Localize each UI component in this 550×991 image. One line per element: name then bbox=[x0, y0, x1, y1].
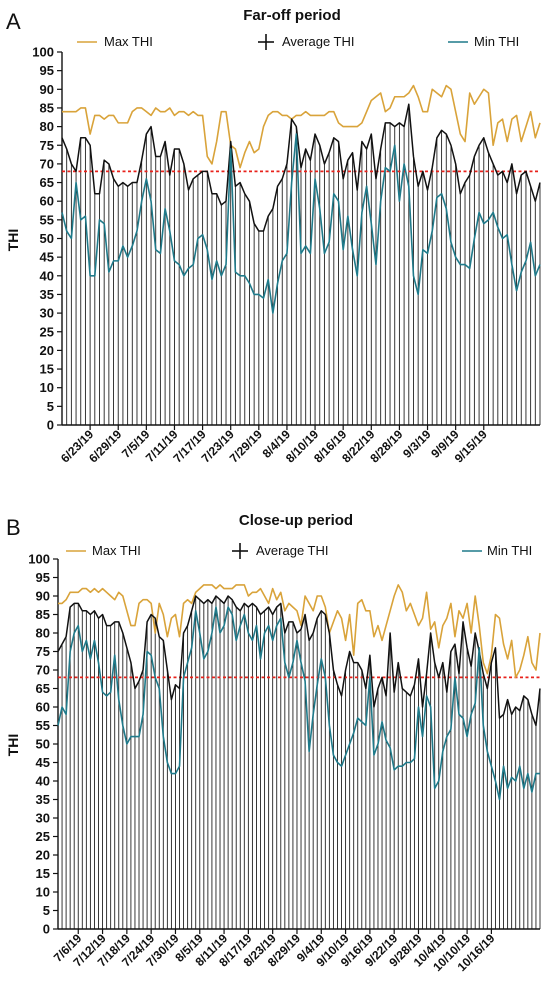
y-tick-label: 5 bbox=[43, 903, 50, 918]
y-tick-label: 100 bbox=[28, 552, 50, 567]
y-tick-label: 90 bbox=[36, 589, 50, 604]
y-tick-label: 75 bbox=[40, 138, 54, 153]
y-tick-label: 55 bbox=[36, 718, 50, 733]
panel-b-plot: 0 5 10 15 20 25 30 35 40 45 50 55 60 65 70 75 80 85 90 95 10… bbox=[28, 552, 541, 974]
y-tick-label: 60 bbox=[36, 700, 50, 715]
y-tick-label: 90 bbox=[40, 82, 54, 97]
y-tick-label: 75 bbox=[36, 644, 50, 659]
panel-a-title: Far-off period bbox=[243, 7, 341, 24]
y-tick-label: 5 bbox=[47, 399, 54, 414]
y-tick-label: 65 bbox=[40, 175, 54, 190]
y-tick-label: 95 bbox=[36, 570, 50, 585]
panel-b-letter: B bbox=[6, 515, 21, 540]
series-line-avg bbox=[61, 103, 541, 232]
y-tick-label: 95 bbox=[40, 63, 54, 78]
y-tick-label: 40 bbox=[40, 268, 54, 283]
y-tick-label: 45 bbox=[40, 250, 54, 265]
y-tick-label: 25 bbox=[36, 829, 50, 844]
y-tick-label: 0 bbox=[47, 418, 54, 433]
panel-b-day-bars bbox=[57, 596, 541, 929]
y-tick-label: 35 bbox=[40, 287, 54, 302]
y-tick-label: 45 bbox=[36, 755, 50, 770]
y-tick-label: 20 bbox=[40, 343, 54, 358]
panel-a: A Far-off period Max THI Average THI Min… bbox=[5, 7, 541, 465]
series-line-max bbox=[58, 584, 541, 679]
legend-label-avg-a: Average THI bbox=[282, 34, 355, 49]
x-tick-label: 6/29/19 bbox=[86, 427, 124, 465]
panel-b-title: Close-up period bbox=[239, 512, 353, 529]
y-tick-label: 80 bbox=[40, 119, 54, 134]
legend-label-max-a: Max THI bbox=[104, 34, 153, 49]
y-tick-label: 10 bbox=[40, 380, 54, 395]
y-tick-label: 25 bbox=[40, 324, 54, 339]
series-line-avg bbox=[57, 595, 541, 727]
y-tick-label: 15 bbox=[40, 362, 54, 377]
panel-a-letter: A bbox=[6, 9, 21, 34]
x-tick-label: 8/28/19 bbox=[367, 427, 405, 465]
y-tick-label: 30 bbox=[36, 811, 50, 826]
y-tick-label: 40 bbox=[36, 774, 50, 789]
y-tick-label: 35 bbox=[36, 792, 50, 807]
series-line-min bbox=[61, 133, 541, 314]
series-line-min bbox=[57, 606, 540, 801]
y-tick-label: 10 bbox=[36, 885, 50, 900]
y-tick-label: 50 bbox=[36, 737, 50, 752]
x-tick-label: 7/29/19 bbox=[227, 427, 265, 465]
panel-a-ylabel: THI bbox=[5, 229, 21, 252]
x-tick-label: 9/3/19 bbox=[400, 427, 434, 461]
y-tick-label: 20 bbox=[36, 848, 50, 863]
y-tick-label: 0 bbox=[43, 922, 50, 937]
y-tick-label: 80 bbox=[36, 626, 50, 641]
y-tick-label: 70 bbox=[40, 156, 54, 171]
x-tick-label: 9/15/19 bbox=[452, 427, 490, 465]
y-tick-label: 50 bbox=[40, 231, 54, 246]
series-line-max bbox=[62, 84, 541, 169]
legend-label-min-a: Min THI bbox=[474, 34, 519, 49]
y-tick-label: 15 bbox=[36, 866, 50, 881]
y-tick-label: 85 bbox=[40, 100, 54, 115]
legend-label-avg-b: Average THI bbox=[256, 543, 329, 558]
panel-b: B Close-up period Max THI Average THI Mi… bbox=[5, 512, 541, 974]
y-tick-label: 100 bbox=[32, 45, 54, 60]
y-tick-label: 85 bbox=[36, 607, 50, 622]
y-tick-label: 55 bbox=[40, 212, 54, 227]
y-tick-label: 30 bbox=[40, 306, 54, 321]
panel-a-plot: 0 5 10 15 20 25 30 35 40 45 50 55 60 65 70 75 80 85 90 95 10… bbox=[32, 45, 541, 465]
panel-b-legend: Max THI Average THI Min THI bbox=[66, 543, 532, 559]
y-tick-label: 65 bbox=[36, 681, 50, 696]
y-tick-label: 60 bbox=[40, 194, 54, 209]
panel-a-legend: Max THI Average THI Min THI bbox=[77, 34, 519, 50]
y-tick-label: 70 bbox=[36, 663, 50, 678]
legend-label-max-b: Max THI bbox=[92, 543, 141, 558]
legend-label-min-b: Min THI bbox=[487, 543, 532, 558]
panel-a-day-bars bbox=[61, 104, 541, 425]
panel-b-ylabel: THI bbox=[5, 734, 21, 757]
